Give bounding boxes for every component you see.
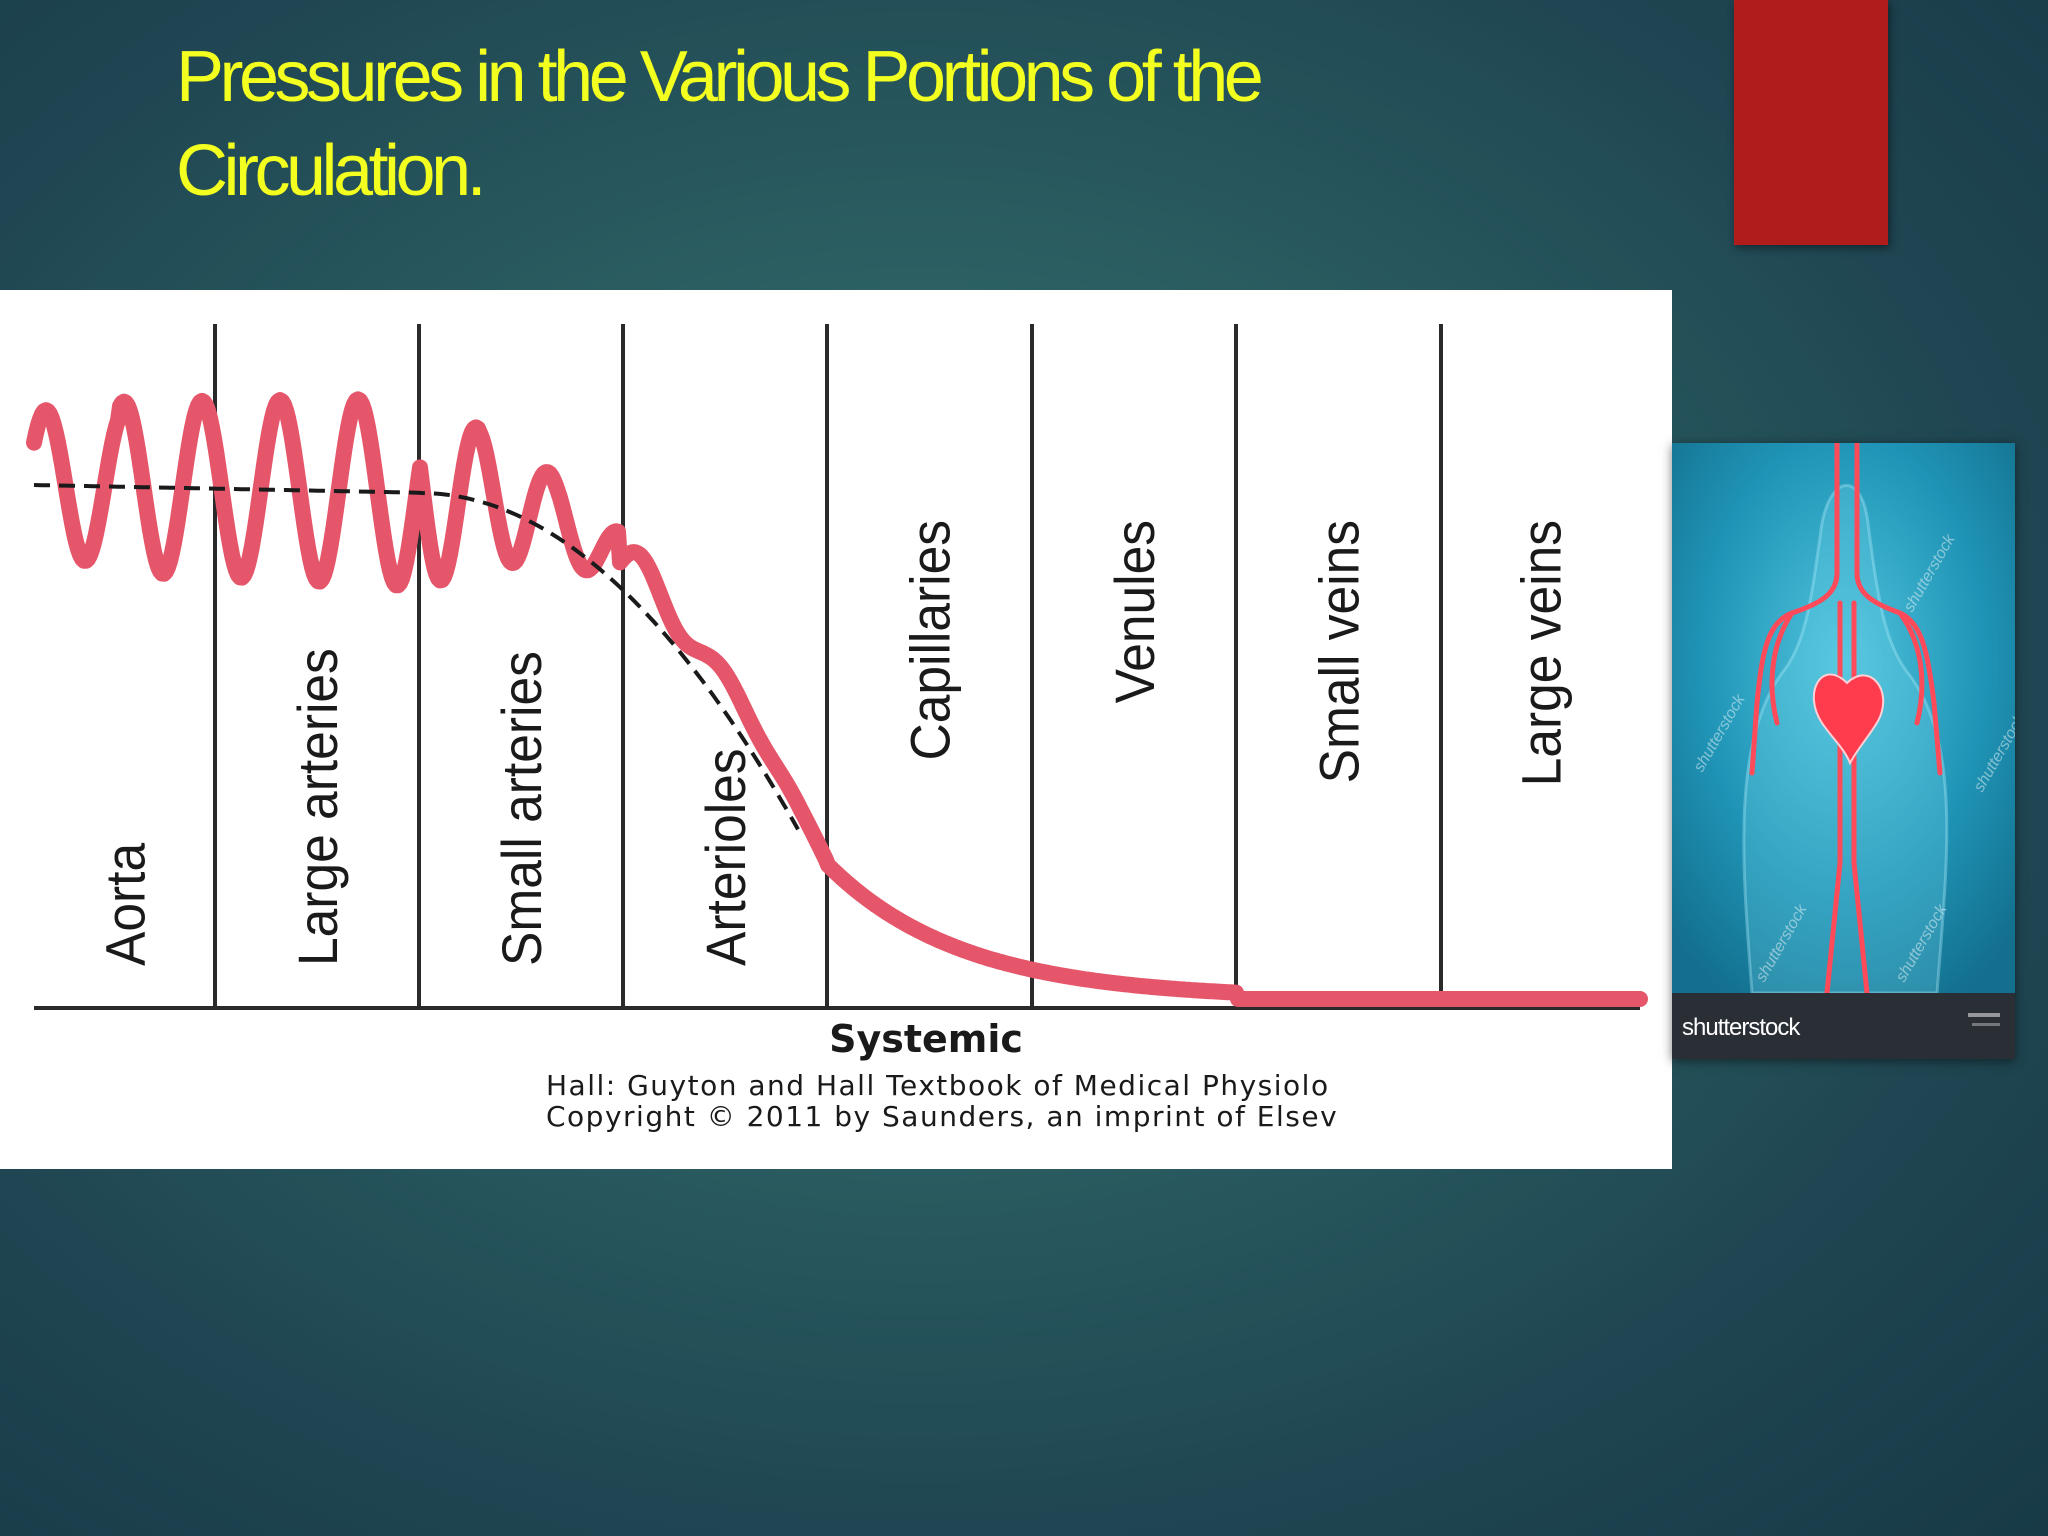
segment-label: Aorta xyxy=(95,843,157,966)
segment-label: Small arteries xyxy=(491,651,553,966)
segment-labels: Aorta Large arteries Small arteries Arterio… xyxy=(95,520,1573,966)
pulsatile-pressure-curve xyxy=(26,391,1648,1007)
segment-label: Capillaries xyxy=(900,520,962,760)
heart-icon xyxy=(1812,673,1885,766)
segment-label: Small veins xyxy=(1309,520,1371,783)
pressure-figure: Aorta Large arteries Small arteries Arterio… xyxy=(0,290,1672,1169)
red-accent-bar xyxy=(1734,0,1888,245)
photo-brand-label: shutterstock xyxy=(1682,1014,1801,1041)
segment-label: Large arteries xyxy=(287,648,349,966)
segment-dividers xyxy=(213,324,1443,1008)
source-credit-line-1: Hall: Guyton and Hall Textbook of Medica… xyxy=(546,1069,1330,1102)
circulatory-system-photo: shutterstock shutterstock shutterstock s… xyxy=(1672,443,2015,1059)
slide-title: Pressures in the Various Portions of the… xyxy=(176,37,1264,211)
segment-label: Venules xyxy=(1104,520,1166,703)
mean-pressure-line xyxy=(33,483,800,831)
photo-illustration: shutterstock shutterstock shutterstock s… xyxy=(1672,443,2015,1059)
segment-label: Large veins xyxy=(1511,520,1573,786)
x-axis-label: Systemic xyxy=(829,1017,1023,1061)
pressure-chart-svg: Aorta Large arteries Small arteries Arterio… xyxy=(26,324,1648,1133)
source-credit-line-2: Copyright © 2011 by Saunders, an imprint… xyxy=(546,1100,1338,1133)
segment-label: Arterioles xyxy=(695,748,757,966)
